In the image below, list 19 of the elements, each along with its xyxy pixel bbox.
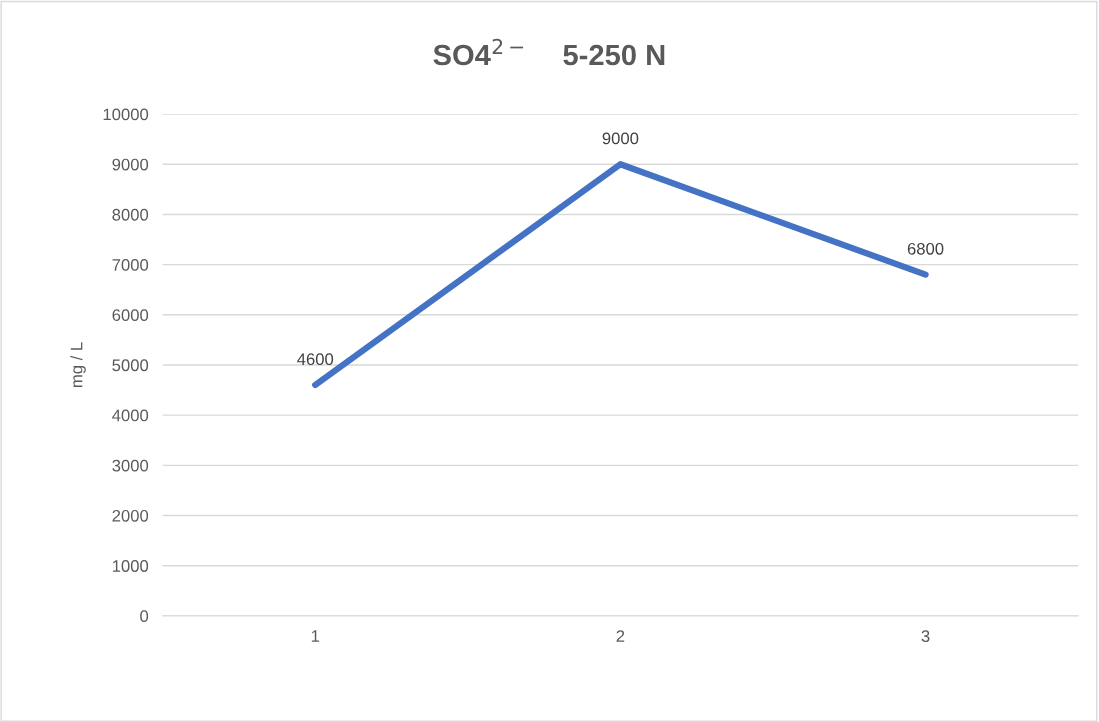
y-tick-label: 8000 [112, 208, 149, 221]
y-tick-label: 1000 [112, 560, 149, 572]
x-tick-label: 2 [616, 630, 625, 642]
data-label: 4600 [297, 353, 334, 366]
x-tick-label: 1 [311, 630, 320, 642]
y-tick-label: 4000 [112, 409, 149, 422]
y-tick-label: 7000 [112, 259, 149, 271]
y-axis-title: mg / L [70, 342, 86, 388]
y-tick-label: 3000 [112, 459, 149, 472]
y-tick-label: 6000 [112, 309, 149, 321]
y-tick-label: 0 [140, 610, 149, 623]
y-tick-label: 5000 [112, 359, 149, 372]
y-tick-label: 2000 [112, 509, 149, 522]
chart-title: SO4$^{2−}$ 5-250 N [433, 38, 665, 66]
data-label: 6800 [907, 242, 944, 255]
y-tick-label: 9000 [112, 158, 149, 171]
data-label: 9000 [602, 132, 639, 145]
y-tick-label: 10000 [103, 108, 149, 121]
x-tick-label: 3 [921, 630, 930, 642]
